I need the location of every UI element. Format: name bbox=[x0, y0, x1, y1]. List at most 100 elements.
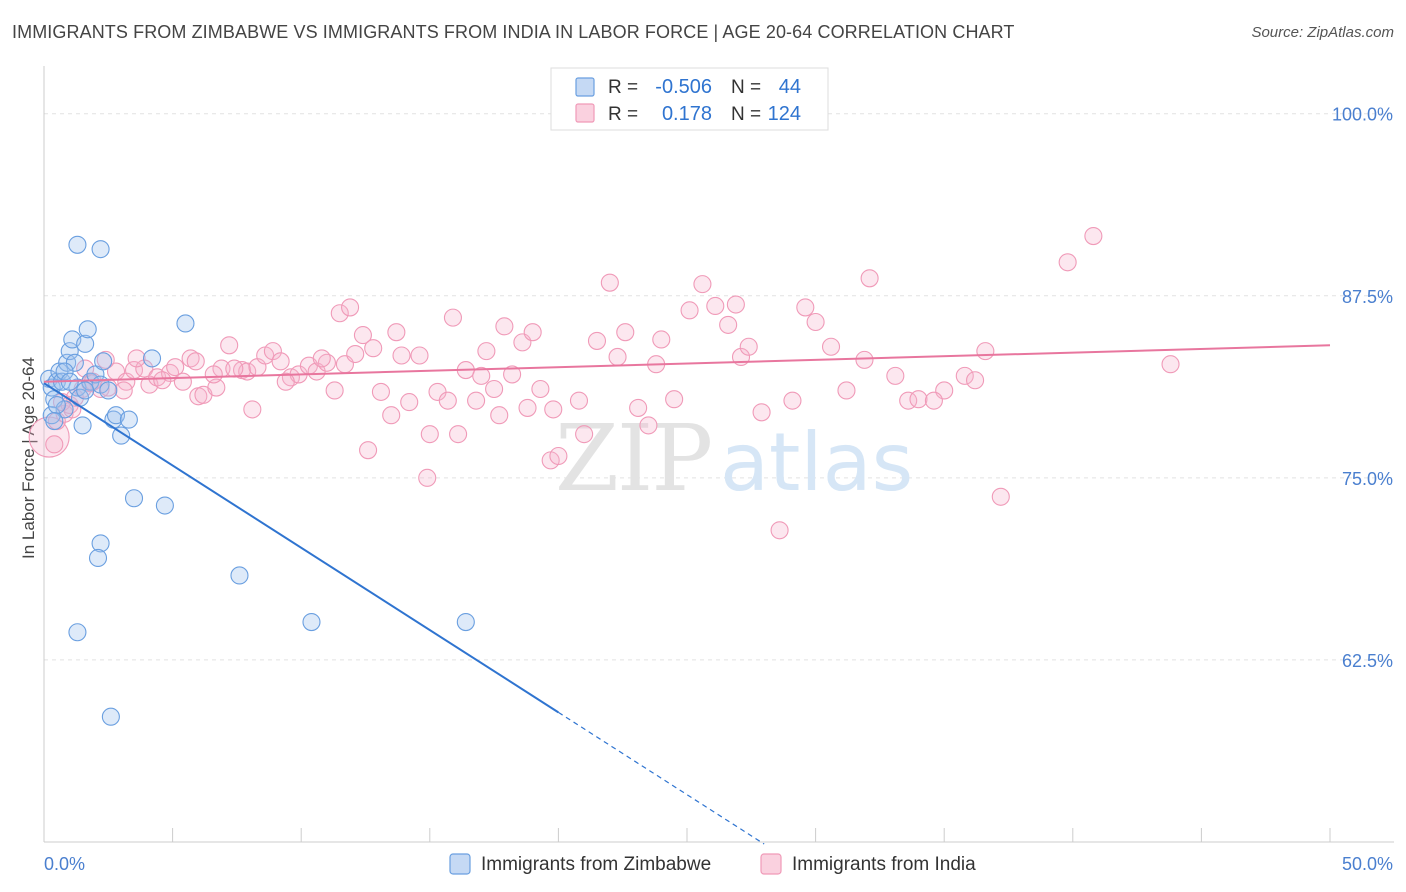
zimbabwe-point bbox=[101, 707, 120, 726]
zimbabwe-point bbox=[78, 320, 97, 339]
india-point bbox=[652, 330, 671, 349]
india-point bbox=[312, 349, 331, 368]
stats-r-value-india: 0.178 bbox=[662, 103, 712, 125]
legend-label-zimbabwe: Immigrants from Zimbabwe bbox=[481, 854, 711, 875]
india-point bbox=[569, 391, 589, 410]
india-point bbox=[783, 391, 802, 410]
india-point bbox=[770, 521, 789, 540]
india-point bbox=[271, 352, 290, 371]
india-point bbox=[114, 381, 133, 400]
india-point bbox=[629, 398, 648, 417]
y-tick-label: 100.0% bbox=[1332, 105, 1393, 125]
india-point bbox=[966, 371, 985, 390]
zimbabwe-point bbox=[45, 411, 64, 431]
india-point bbox=[353, 326, 372, 345]
india-point bbox=[976, 342, 995, 361]
watermark-atlas: atlas bbox=[720, 416, 913, 509]
india-point bbox=[382, 406, 401, 425]
india-point bbox=[739, 337, 758, 356]
india-point bbox=[166, 358, 185, 377]
india-point bbox=[503, 365, 522, 384]
india-point bbox=[886, 366, 905, 385]
india-point bbox=[341, 298, 360, 317]
india-point bbox=[855, 350, 874, 369]
india-point bbox=[1058, 253, 1077, 272]
india-point bbox=[410, 346, 429, 365]
stats-r-label-zimbabwe: R = bbox=[608, 77, 638, 98]
india-point bbox=[693, 275, 712, 294]
india-point bbox=[796, 298, 815, 317]
y-axis-label: In Labor Force | Age 20-64 bbox=[19, 357, 38, 559]
zimbabwe-point bbox=[55, 362, 74, 381]
zimbabwe-point bbox=[456, 613, 475, 632]
zimbabwe-point bbox=[119, 410, 138, 429]
india-point bbox=[549, 446, 568, 466]
stats-r-label-india: R = bbox=[608, 104, 638, 125]
india-point bbox=[575, 425, 594, 444]
india-trend-line bbox=[43, 344, 1331, 383]
zimbabwe-point bbox=[68, 623, 87, 642]
india-point bbox=[325, 381, 344, 400]
india-point bbox=[616, 323, 635, 342]
india-point bbox=[806, 312, 825, 332]
india-point bbox=[449, 425, 468, 444]
india-point bbox=[330, 304, 349, 323]
india-point bbox=[991, 487, 1010, 506]
chart-title: IMMIGRANTS FROM ZIMBABWE VS IMMIGRANTS F… bbox=[12, 22, 1015, 42]
india-point bbox=[639, 416, 658, 435]
india-point bbox=[523, 323, 542, 342]
india-point bbox=[544, 400, 563, 419]
india-point bbox=[608, 347, 627, 367]
legend-swatch-zimbabwe bbox=[449, 853, 471, 875]
zimbabwe-point bbox=[73, 416, 92, 435]
source-label: Source: ZipAtlas.com bbox=[1251, 24, 1394, 41]
zimbabwe-point bbox=[230, 566, 249, 585]
axes bbox=[43, 66, 1394, 843]
india-point bbox=[467, 391, 486, 410]
india-point bbox=[263, 342, 282, 361]
india-point bbox=[472, 366, 491, 385]
zimbabwe-point bbox=[142, 349, 162, 368]
stats-legend-swatch-zimbabwe bbox=[575, 77, 595, 97]
india-point bbox=[719, 315, 738, 334]
india-point bbox=[387, 323, 406, 342]
zimbabwe-point bbox=[91, 240, 110, 259]
y-tick-label: 87.5% bbox=[1342, 287, 1393, 307]
india-point bbox=[924, 391, 943, 410]
x-tick-label: 0.0% bbox=[44, 854, 85, 874]
india-point bbox=[909, 390, 928, 409]
zimbabwe-point bbox=[88, 548, 108, 568]
stats-n-label-india: N = bbox=[731, 104, 761, 125]
zimbabwe-point bbox=[47, 395, 66, 415]
stats-n-label-zimbabwe: N = bbox=[731, 77, 761, 98]
zimbabwe-point bbox=[99, 381, 118, 400]
india-point bbox=[485, 379, 504, 399]
india-point bbox=[490, 406, 509, 425]
india-point bbox=[438, 391, 457, 410]
zimbabwe-trend-extension bbox=[558, 711, 765, 845]
india-point bbox=[186, 352, 205, 371]
india-point bbox=[600, 273, 619, 292]
india-point bbox=[359, 441, 378, 460]
india-point bbox=[420, 425, 439, 444]
zimbabwe-point bbox=[176, 314, 195, 333]
india-point bbox=[225, 359, 244, 378]
y-tick-labels: 100.0% 87.5% 75.0% 62.5% bbox=[1332, 105, 1393, 671]
india-point bbox=[821, 337, 841, 356]
india-point bbox=[860, 269, 879, 288]
india-point bbox=[346, 344, 365, 364]
india-point bbox=[204, 365, 223, 384]
zimbabwe-point bbox=[302, 613, 321, 632]
india-point bbox=[495, 317, 514, 336]
india-point bbox=[135, 359, 154, 378]
x-tick-labels: 0.0% 50.0% bbox=[44, 854, 1393, 874]
india-point bbox=[1161, 355, 1180, 374]
india-point bbox=[587, 331, 607, 350]
india-point bbox=[680, 301, 699, 320]
india-point bbox=[531, 379, 550, 399]
y-tick-label: 62.5% bbox=[1342, 651, 1393, 671]
india-point bbox=[181, 349, 200, 368]
zimbabwe-point bbox=[68, 235, 87, 254]
